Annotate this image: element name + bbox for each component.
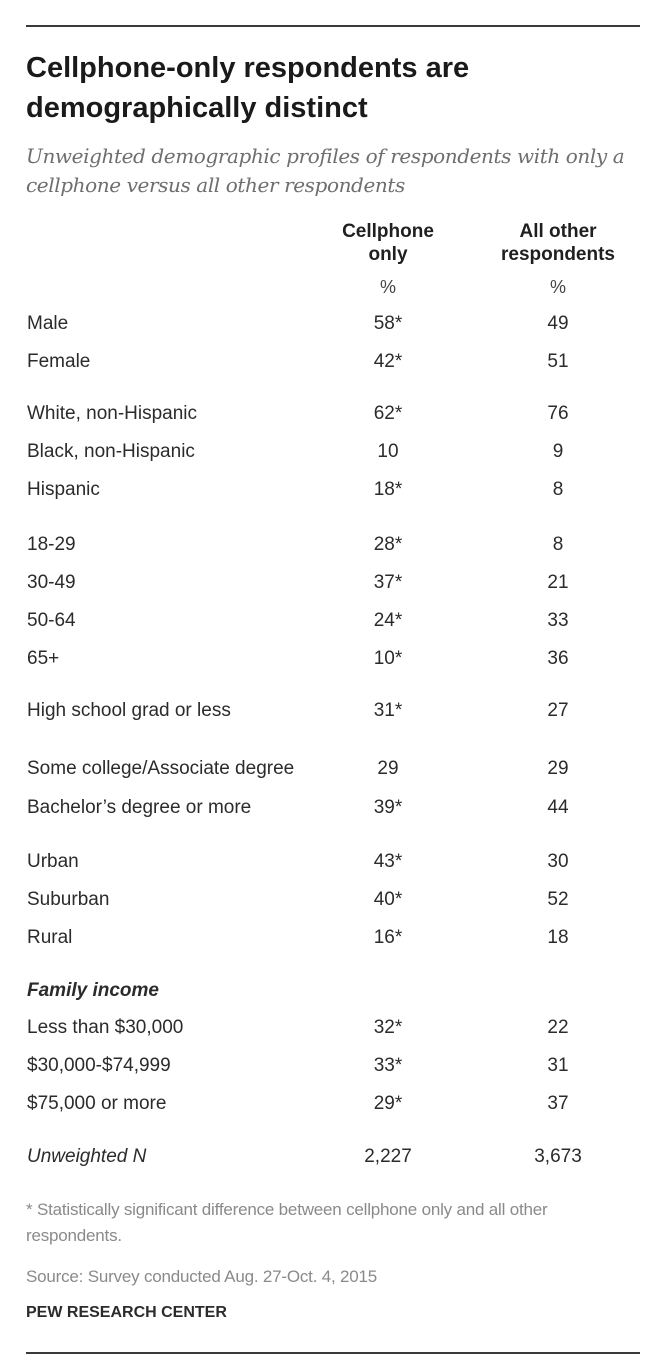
table-row: Urban 43* 30 bbox=[0, 844, 658, 874]
table-row: $30,000-$74,999 33* 31 bbox=[0, 1048, 658, 1078]
table-row: 65+ 10* 36 bbox=[0, 641, 658, 671]
unit-label-all-other: % bbox=[549, 277, 566, 297]
cell-cellphone-only: 16* bbox=[373, 927, 403, 948]
table-row: High school grad or less 31* 27 bbox=[0, 693, 658, 723]
cell-all-other: 18 bbox=[547, 927, 569, 948]
row-label: 30-49 bbox=[27, 572, 76, 593]
cell-cellphone-only: 42* bbox=[373, 351, 403, 372]
cell-cellphone-only: 28* bbox=[373, 534, 403, 555]
cell-cellphone-only: 10 bbox=[377, 441, 399, 462]
row-label: 50-64 bbox=[27, 610, 76, 631]
bottom-rule bbox=[26, 1352, 640, 1354]
row-label: Female bbox=[27, 351, 91, 372]
row-label: $30,000-$74,999 bbox=[27, 1055, 171, 1076]
cell-cellphone-only: 29 bbox=[377, 758, 399, 779]
organization-name: PEW RESEARCH CENTER bbox=[26, 1304, 227, 1321]
cell-all-other: 51 bbox=[547, 351, 569, 372]
row-label: Less than $30,000 bbox=[27, 1017, 184, 1038]
table-row: Female 42* 51 bbox=[0, 344, 658, 374]
row-label: 18-29 bbox=[27, 534, 76, 555]
cell-cellphone-only: 62* bbox=[373, 403, 403, 424]
table-row: Unweighted N 2,227 3,673 bbox=[0, 1139, 658, 1169]
table-row: 18-29 28* 8 bbox=[0, 527, 658, 557]
table-row: $75,000 or more 29* 37 bbox=[0, 1086, 658, 1116]
cell-cellphone-only: 18* bbox=[373, 479, 403, 500]
cell-cellphone-only: 33* bbox=[373, 1055, 403, 1076]
cell-all-other: 52 bbox=[547, 889, 569, 910]
cell-cellphone-only: 37* bbox=[373, 572, 403, 593]
cell-all-other: 36 bbox=[547, 648, 569, 669]
cell-all-other: 29 bbox=[547, 758, 569, 779]
row-label: Urban bbox=[27, 851, 79, 872]
cell-all-other: 3,673 bbox=[534, 1146, 582, 1167]
cell-cellphone-only: 24* bbox=[373, 610, 403, 631]
cell-cellphone-only: 31* bbox=[373, 700, 403, 721]
table-row: Bachelor’s degree or more 39* 44 bbox=[0, 790, 658, 820]
column-header-cellphone-only: Cellphone only bbox=[342, 221, 434, 265]
row-label: Some college/Associate degree bbox=[27, 758, 295, 779]
cell-all-other: 8 bbox=[552, 534, 564, 555]
table-row: 30-49 37* 21 bbox=[0, 565, 658, 595]
cell-all-other: 76 bbox=[547, 403, 569, 424]
cell-all-other: 27 bbox=[547, 700, 569, 721]
table-row: Family income bbox=[0, 973, 658, 1003]
chart-subtitle: Unweighted demographic profiles of respo… bbox=[26, 144, 625, 197]
table-row: Suburban 40* 52 bbox=[0, 882, 658, 912]
table-row: Less than $30,000 32* 22 bbox=[0, 1010, 658, 1040]
row-label: Suburban bbox=[27, 889, 110, 910]
cell-cellphone-only: 39* bbox=[373, 797, 403, 818]
table-row: 50-64 24* 33 bbox=[0, 603, 658, 633]
row-label: 65+ bbox=[27, 648, 60, 669]
row-label: Black, non-Hispanic bbox=[27, 441, 195, 462]
footnote: * Statistically significant difference b… bbox=[26, 1200, 548, 1245]
table-row: Black, non-Hispanic 10 9 bbox=[0, 434, 658, 464]
row-label: Hispanic bbox=[27, 479, 100, 500]
row-label: $75,000 or more bbox=[27, 1093, 167, 1114]
cell-cellphone-only: 40* bbox=[373, 889, 403, 910]
cell-all-other: 9 bbox=[552, 441, 564, 462]
cell-cellphone-only: 10* bbox=[373, 648, 403, 669]
cell-all-other: 22 bbox=[547, 1017, 569, 1038]
top-rule bbox=[26, 25, 640, 27]
cell-all-other: 8 bbox=[552, 479, 564, 500]
table-row: Male 58* 49 bbox=[0, 306, 658, 336]
row-label: Rural bbox=[27, 927, 73, 948]
chart-title: Cellphone-only respondents are demograph… bbox=[26, 52, 470, 124]
row-label: Unweighted N bbox=[27, 1146, 147, 1167]
cell-all-other: 44 bbox=[547, 797, 569, 818]
row-label: High school grad or less bbox=[27, 700, 231, 721]
column-header-all-other: All other respondents bbox=[500, 221, 616, 265]
cell-cellphone-only: 29* bbox=[373, 1093, 403, 1114]
cell-all-other: 30 bbox=[547, 851, 569, 872]
table-row: Some college/Associate degree 29 29 bbox=[0, 751, 658, 781]
cell-cellphone-only: 58* bbox=[373, 313, 403, 334]
table-row: White, non-Hispanic 62* 76 bbox=[0, 396, 658, 426]
table-row: Rural 16* 18 bbox=[0, 920, 658, 950]
cell-all-other: 37 bbox=[547, 1093, 569, 1114]
cell-cellphone-only: 2,227 bbox=[364, 1146, 412, 1167]
cell-all-other: 33 bbox=[547, 610, 569, 631]
cell-all-other: 21 bbox=[547, 572, 569, 593]
row-label: Family income bbox=[27, 980, 159, 1001]
cell-cellphone-only: 32* bbox=[373, 1017, 403, 1038]
row-label: White, non-Hispanic bbox=[27, 403, 198, 424]
source-note: Source: Survey conducted Aug. 27-Oct. 4,… bbox=[26, 1267, 378, 1286]
row-label: Male bbox=[27, 313, 69, 334]
cell-cellphone-only: 43* bbox=[373, 851, 403, 872]
table-row: Hispanic 18* 8 bbox=[0, 472, 658, 502]
cell-all-other: 49 bbox=[547, 313, 569, 334]
unit-label-cellphone-only: % bbox=[379, 277, 396, 297]
row-label: Bachelor’s degree or more bbox=[27, 797, 252, 818]
cell-all-other: 31 bbox=[547, 1055, 569, 1076]
